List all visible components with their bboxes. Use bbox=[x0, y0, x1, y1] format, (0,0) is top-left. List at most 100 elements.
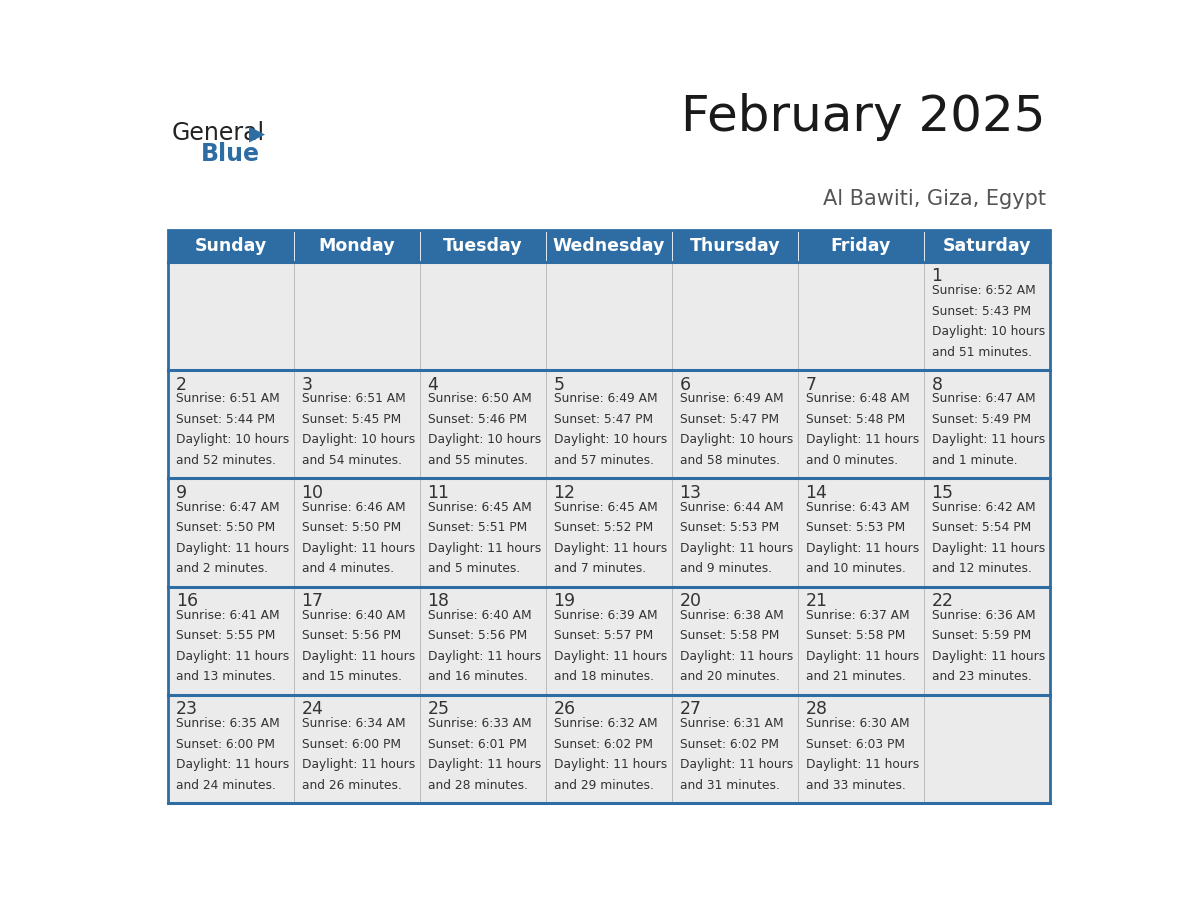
Text: 19: 19 bbox=[554, 592, 576, 610]
Text: Daylight: 10 hours: Daylight: 10 hours bbox=[428, 433, 541, 446]
Text: Sunset: 5:56 PM: Sunset: 5:56 PM bbox=[428, 630, 526, 643]
Text: and 0 minutes.: and 0 minutes. bbox=[805, 453, 898, 467]
Text: Sunrise: 6:45 AM: Sunrise: 6:45 AM bbox=[428, 500, 531, 514]
Text: Sunset: 5:49 PM: Sunset: 5:49 PM bbox=[931, 413, 1031, 426]
Text: Sunset: 5:45 PM: Sunset: 5:45 PM bbox=[302, 413, 400, 426]
Text: 20: 20 bbox=[680, 592, 702, 610]
Text: 17: 17 bbox=[302, 592, 323, 610]
Text: 25: 25 bbox=[428, 700, 449, 718]
Text: Daylight: 10 hours: Daylight: 10 hours bbox=[554, 433, 666, 446]
Text: Daylight: 11 hours: Daylight: 11 hours bbox=[805, 433, 918, 446]
Text: 8: 8 bbox=[931, 375, 942, 394]
Text: and 7 minutes.: and 7 minutes. bbox=[554, 562, 646, 575]
Text: Sunset: 5:57 PM: Sunset: 5:57 PM bbox=[554, 630, 653, 643]
Text: Sunrise: 6:39 AM: Sunrise: 6:39 AM bbox=[554, 609, 657, 622]
Text: and 31 minutes.: and 31 minutes. bbox=[680, 778, 779, 791]
Text: and 16 minutes.: and 16 minutes. bbox=[428, 670, 527, 683]
Text: and 57 minutes.: and 57 minutes. bbox=[554, 453, 653, 467]
Text: and 13 minutes.: and 13 minutes. bbox=[176, 670, 276, 683]
Text: and 33 minutes.: and 33 minutes. bbox=[805, 778, 905, 791]
Text: 3: 3 bbox=[302, 375, 312, 394]
Bar bbox=[168, 370, 1050, 478]
Text: and 28 minutes.: and 28 minutes. bbox=[428, 778, 527, 791]
Text: Sunset: 5:55 PM: Sunset: 5:55 PM bbox=[176, 630, 274, 643]
Text: Sunset: 5:52 PM: Sunset: 5:52 PM bbox=[554, 521, 653, 534]
Text: Daylight: 11 hours: Daylight: 11 hours bbox=[302, 650, 415, 663]
Text: Sunset: 5:59 PM: Sunset: 5:59 PM bbox=[931, 630, 1031, 643]
Text: Sunrise: 6:47 AM: Sunrise: 6:47 AM bbox=[931, 392, 1035, 406]
Text: 15: 15 bbox=[931, 484, 954, 502]
Text: Sunset: 5:47 PM: Sunset: 5:47 PM bbox=[554, 413, 652, 426]
Text: Daylight: 11 hours: Daylight: 11 hours bbox=[176, 650, 289, 663]
Text: and 23 minutes.: and 23 minutes. bbox=[931, 670, 1031, 683]
Text: 13: 13 bbox=[680, 484, 702, 502]
Text: Daylight: 11 hours: Daylight: 11 hours bbox=[554, 542, 666, 554]
Text: Daylight: 10 hours: Daylight: 10 hours bbox=[302, 433, 415, 446]
Text: Daylight: 11 hours: Daylight: 11 hours bbox=[176, 758, 289, 771]
Text: Sunrise: 6:38 AM: Sunrise: 6:38 AM bbox=[680, 609, 783, 622]
Text: Sunday: Sunday bbox=[195, 237, 267, 254]
Text: and 51 minutes.: and 51 minutes. bbox=[931, 345, 1031, 359]
Text: Daylight: 11 hours: Daylight: 11 hours bbox=[428, 650, 541, 663]
Text: Daylight: 11 hours: Daylight: 11 hours bbox=[176, 542, 289, 554]
Text: Sunrise: 6:42 AM: Sunrise: 6:42 AM bbox=[931, 500, 1035, 514]
Bar bbox=[168, 695, 1050, 803]
Bar bbox=[168, 230, 1050, 803]
Bar bbox=[168, 262, 1050, 370]
Text: Sunrise: 6:48 AM: Sunrise: 6:48 AM bbox=[805, 392, 909, 406]
Text: 21: 21 bbox=[805, 592, 828, 610]
Text: Blue: Blue bbox=[201, 142, 260, 166]
Bar bbox=[168, 587, 1050, 695]
Text: 26: 26 bbox=[554, 700, 576, 718]
Text: 5: 5 bbox=[554, 375, 564, 394]
Text: Sunrise: 6:40 AM: Sunrise: 6:40 AM bbox=[302, 609, 405, 622]
Text: Sunset: 6:02 PM: Sunset: 6:02 PM bbox=[680, 738, 778, 751]
Text: 28: 28 bbox=[805, 700, 828, 718]
Text: Sunset: 5:44 PM: Sunset: 5:44 PM bbox=[176, 413, 274, 426]
Text: Tuesday: Tuesday bbox=[443, 237, 523, 254]
Text: Daylight: 11 hours: Daylight: 11 hours bbox=[931, 542, 1044, 554]
Text: Daylight: 11 hours: Daylight: 11 hours bbox=[554, 758, 666, 771]
Text: Sunrise: 6:34 AM: Sunrise: 6:34 AM bbox=[302, 717, 405, 730]
Text: Sunrise: 6:52 AM: Sunrise: 6:52 AM bbox=[931, 285, 1035, 297]
Text: and 58 minutes.: and 58 minutes. bbox=[680, 453, 779, 467]
Text: Daylight: 11 hours: Daylight: 11 hours bbox=[680, 650, 792, 663]
Text: 11: 11 bbox=[428, 484, 449, 502]
Text: Daylight: 11 hours: Daylight: 11 hours bbox=[302, 542, 415, 554]
Text: Sunset: 5:53 PM: Sunset: 5:53 PM bbox=[680, 521, 779, 534]
Text: and 9 minutes.: and 9 minutes. bbox=[680, 562, 772, 575]
Text: and 20 minutes.: and 20 minutes. bbox=[680, 670, 779, 683]
Text: and 21 minutes.: and 21 minutes. bbox=[805, 670, 905, 683]
Text: Wednesday: Wednesday bbox=[552, 237, 665, 254]
Text: and 55 minutes.: and 55 minutes. bbox=[428, 453, 527, 467]
Text: 14: 14 bbox=[805, 484, 828, 502]
Text: Sunrise: 6:41 AM: Sunrise: 6:41 AM bbox=[176, 609, 279, 622]
Text: Sunset: 5:50 PM: Sunset: 5:50 PM bbox=[302, 521, 400, 534]
Text: Daylight: 10 hours: Daylight: 10 hours bbox=[176, 433, 289, 446]
Text: Sunrise: 6:37 AM: Sunrise: 6:37 AM bbox=[805, 609, 909, 622]
Text: Sunset: 5:54 PM: Sunset: 5:54 PM bbox=[931, 521, 1031, 534]
Text: 18: 18 bbox=[428, 592, 449, 610]
Text: and 5 minutes.: and 5 minutes. bbox=[428, 562, 520, 575]
Text: Sunset: 5:58 PM: Sunset: 5:58 PM bbox=[680, 630, 779, 643]
Text: and 2 minutes.: and 2 minutes. bbox=[176, 562, 267, 575]
Text: 7: 7 bbox=[805, 375, 816, 394]
Text: Daylight: 11 hours: Daylight: 11 hours bbox=[805, 650, 918, 663]
Text: Daylight: 11 hours: Daylight: 11 hours bbox=[680, 758, 792, 771]
Text: and 24 minutes.: and 24 minutes. bbox=[176, 778, 276, 791]
Text: Sunrise: 6:49 AM: Sunrise: 6:49 AM bbox=[680, 392, 783, 406]
Text: and 1 minute.: and 1 minute. bbox=[931, 453, 1017, 467]
Text: Al Bawiti, Giza, Egypt: Al Bawiti, Giza, Egypt bbox=[823, 189, 1045, 208]
Text: Sunset: 6:00 PM: Sunset: 6:00 PM bbox=[302, 738, 400, 751]
Text: and 52 minutes.: and 52 minutes. bbox=[176, 453, 276, 467]
Text: Daylight: 11 hours: Daylight: 11 hours bbox=[428, 758, 541, 771]
Text: and 29 minutes.: and 29 minutes. bbox=[554, 778, 653, 791]
Text: Sunset: 5:50 PM: Sunset: 5:50 PM bbox=[176, 521, 274, 534]
Text: Sunset: 6:03 PM: Sunset: 6:03 PM bbox=[805, 738, 904, 751]
Text: Daylight: 11 hours: Daylight: 11 hours bbox=[931, 433, 1044, 446]
Text: and 18 minutes.: and 18 minutes. bbox=[554, 670, 653, 683]
Text: Sunset: 6:02 PM: Sunset: 6:02 PM bbox=[554, 738, 652, 751]
Text: Sunset: 5:47 PM: Sunset: 5:47 PM bbox=[680, 413, 778, 426]
Text: 24: 24 bbox=[302, 700, 323, 718]
Text: Daylight: 10 hours: Daylight: 10 hours bbox=[931, 325, 1044, 338]
